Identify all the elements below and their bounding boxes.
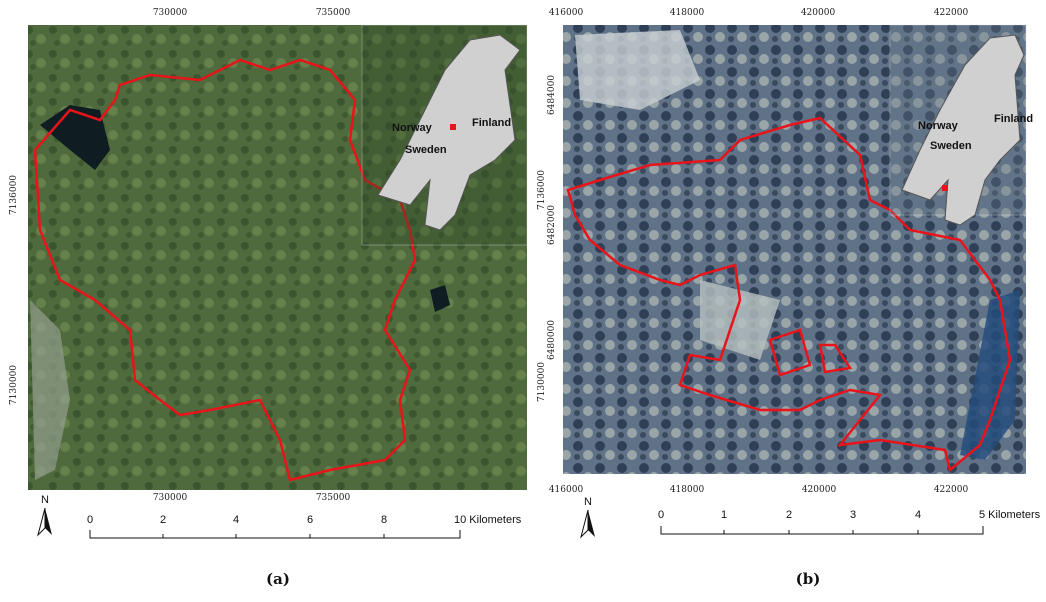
north-label: N (584, 496, 592, 508)
bottom-tick: 420000 (802, 485, 837, 495)
top-tick: 416000 (549, 8, 584, 18)
north-arrow (581, 510, 588, 537)
scale-label: 4 (915, 509, 921, 521)
scale-label: 2 (786, 509, 792, 521)
scale-bar (661, 526, 983, 534)
scale-label: 4 (233, 514, 239, 526)
location-marker (450, 124, 456, 130)
left-tick: 6482000 (547, 205, 557, 245)
inset-label: Finland (994, 113, 1033, 125)
inset-label: Norway (918, 120, 959, 132)
top-tick: 422000 (934, 8, 969, 18)
left-tick: 6484000 (547, 75, 557, 115)
scale-label: 1 (721, 509, 727, 521)
scale-label: 6 (307, 514, 313, 526)
inset-label: Norway (392, 122, 433, 134)
left-tick: 7136000 (9, 175, 19, 215)
left-tick: 7136000 (537, 170, 547, 210)
top-tick: 735000 (316, 8, 351, 18)
scale-label: 10 Kilometers (454, 514, 522, 526)
scale-label: 2 (160, 514, 166, 526)
scale-label: 8 (381, 514, 387, 526)
north-arrow (38, 508, 45, 535)
bottom-tick: 735000 (316, 493, 351, 503)
top-tick: 418000 (670, 8, 705, 18)
north-arrow (588, 510, 595, 537)
scale-label: 0 (87, 514, 93, 526)
bottom-tick: 730000 (153, 493, 188, 503)
map-a: Norway Sweden Finland 730000 735000 7300… (9, 8, 527, 588)
left-tick: 6480000 (547, 320, 557, 360)
inset-label: Sweden (930, 140, 972, 152)
bottom-tick: 416000 (549, 485, 584, 495)
north-arrow (45, 508, 52, 535)
top-tick: 420000 (801, 8, 836, 18)
top-tick: 730000 (153, 8, 188, 18)
figure: Norway Sweden Finland 730000 735000 7300… (0, 0, 1046, 602)
scale-bar (90, 530, 460, 538)
bottom-tick: 422000 (934, 485, 969, 495)
left-tick: 7130000 (537, 362, 547, 402)
left-tick: 7130000 (9, 365, 19, 405)
map-b: Norway Sweden Finland 416000 418000 4200… (537, 8, 1041, 588)
bottom-tick: 418000 (670, 485, 705, 495)
caption: (a) (266, 570, 290, 588)
inset-label: Sweden (405, 144, 447, 156)
scale-label: 5 Kilometers (979, 509, 1041, 521)
scale-label: 3 (850, 509, 856, 521)
scale-label: 0 (658, 509, 664, 521)
north-label: N (41, 494, 49, 506)
location-marker (942, 185, 948, 191)
caption: (b) (796, 570, 821, 588)
inset-label: Finland (472, 117, 511, 129)
